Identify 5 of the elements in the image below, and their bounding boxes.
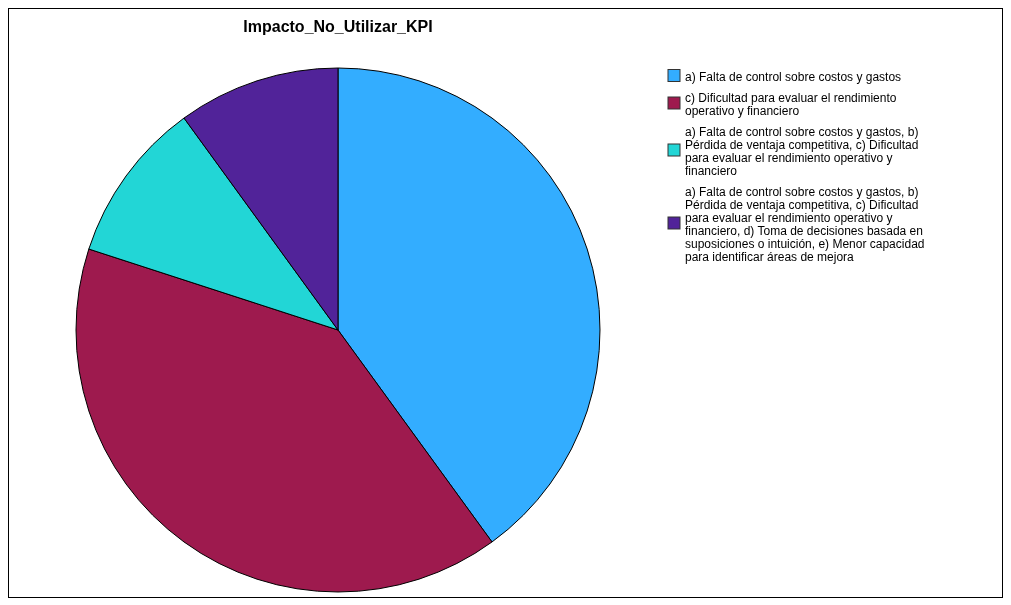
legend-label: c) Dificultad para evaluar el rendimiento operativo y financiero bbox=[685, 91, 897, 118]
legend-label: a) Falta de control sobre costos y gastos, b) Pérdida de ventaja competitiva, c) Dificultad para evaluar el rendimiento operativo y financiero, d) Toma de decisiones basada en suposiciones o intuición, e) Menor capacidad para identificar áreas de mejora bbox=[685, 185, 925, 264]
legend-label: a) Falta de control sobre costos y gastos bbox=[685, 70, 902, 84]
chart-title: Impacto_No_Utilizar_KPI bbox=[243, 18, 433, 35]
legend-label: a) Falta de control sobre costos y gastos, b) Pérdida de ventaja competitiva, c) Dificultad para evaluar el rendimiento operativo y financiero bbox=[685, 125, 919, 178]
